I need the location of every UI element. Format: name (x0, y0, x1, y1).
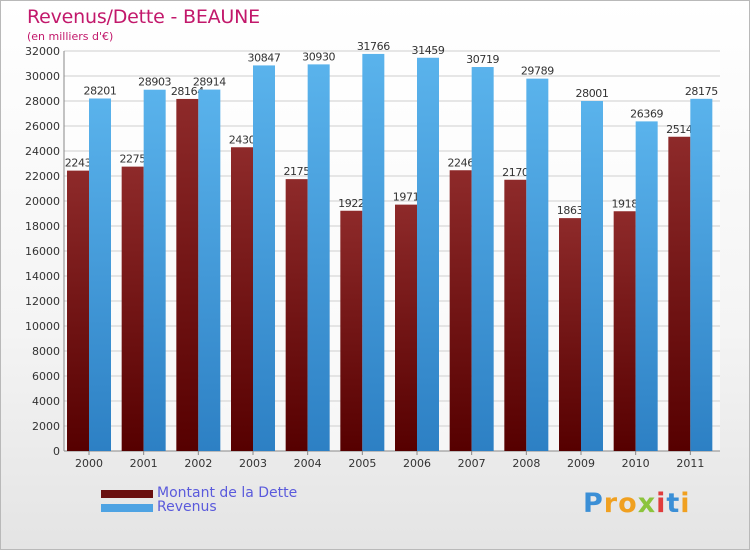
data-label-revenus: 31459 (412, 44, 445, 57)
bar-dette (559, 218, 581, 451)
data-label-dette: 2175 (283, 165, 310, 178)
bar-dette (340, 210, 363, 451)
bar-dette (67, 170, 89, 451)
x-tick-label: 2009 (567, 457, 595, 470)
logo-letter: t (666, 488, 681, 519)
data-label-revenus: 28903 (138, 76, 171, 89)
bar-revenus (471, 67, 494, 451)
data-label-dette: 1922 (338, 197, 364, 210)
y-tick-label: 2000 (32, 420, 60, 433)
data-label-revenus: 31766 (357, 40, 390, 53)
logo-letter: i (680, 488, 691, 519)
y-tick-label: 14000 (25, 270, 60, 283)
data-label-dette: 2246 (447, 156, 474, 169)
bar-revenus (89, 98, 111, 452)
y-tick-label: 6000 (32, 370, 60, 383)
bar-dette (231, 147, 253, 451)
x-tick-label: 2004 (294, 457, 322, 470)
chart-title: Revenus/Dette - BEAUNE (27, 6, 260, 28)
y-tick-label: 8000 (32, 345, 60, 358)
data-label-revenus: 28001 (576, 87, 609, 100)
y-tick-label: 4000 (32, 395, 60, 408)
x-tick-label: 2000 (75, 457, 103, 470)
y-tick-label: 30000 (25, 70, 60, 83)
y-tick-label: 32000 (25, 45, 60, 58)
y-tick-label: 0 (53, 445, 60, 458)
data-label-dette: 1971 (393, 191, 419, 204)
data-label-revenus: 30930 (302, 50, 335, 63)
x-tick-label: 2005 (348, 457, 376, 470)
bar-revenus (417, 57, 439, 451)
x-tick-label: 2008 (512, 457, 540, 470)
y-tick-label: 16000 (25, 245, 60, 258)
bar-dette (121, 166, 144, 451)
logo-letter: r (603, 488, 619, 519)
bar-revenus (362, 53, 385, 452)
y-tick-label: 26000 (25, 120, 60, 133)
bar-dette (395, 204, 417, 451)
legend-label-dette: Montant de la Dette (157, 485, 298, 501)
bar-revenus (307, 64, 330, 451)
legend-swatch-dette (101, 490, 153, 498)
bar-revenus (253, 65, 275, 451)
y-tick-label: 20000 (25, 195, 60, 208)
legend-label-revenus: Revenus (157, 499, 217, 515)
x-tick-label: 2002 (184, 457, 212, 470)
proxiti-logo: Proxiti (583, 488, 691, 519)
y-tick-label: 28000 (25, 95, 60, 108)
logo-letter: x (637, 488, 657, 519)
bar-dette (285, 179, 308, 451)
bar-dette (449, 170, 472, 451)
x-tick-label: 2011 (676, 457, 704, 470)
x-tick-label: 2006 (403, 457, 431, 470)
data-label-dette: 2430 (229, 133, 256, 146)
bar-revenus (690, 98, 713, 451)
logo-letter: P (583, 488, 604, 519)
data-label-revenus: 26369 (630, 107, 663, 120)
data-label-revenus: 28201 (84, 84, 117, 97)
bar-dette (504, 179, 527, 451)
data-label-revenus: 30847 (248, 51, 281, 64)
x-tick-label: 2003 (239, 457, 267, 470)
bar-dette (613, 211, 636, 451)
data-label-dette: 2275 (119, 153, 146, 166)
y-tick-label: 22000 (25, 170, 60, 183)
data-label-dette: 1863 (557, 204, 584, 217)
chart-subtitle: (en milliers d'€) (27, 30, 114, 43)
data-label-dette: 2514 (666, 123, 693, 136)
x-tick-label: 2007 (458, 457, 486, 470)
data-label-revenus: 28175 (685, 85, 718, 98)
bar-revenus (581, 100, 603, 452)
data-label-dette: 2243 (65, 157, 92, 170)
data-label-revenus: 29789 (521, 65, 554, 78)
bar-revenus (635, 121, 658, 451)
data-label-dette: 28164 (171, 85, 204, 98)
data-label-dette: 2170 (502, 166, 529, 179)
x-tick-label: 2010 (622, 457, 650, 470)
bar-dette (668, 136, 691, 451)
data-label-revenus: 30719 (466, 53, 499, 66)
y-tick-label: 18000 (25, 220, 60, 233)
y-tick-label: 10000 (25, 320, 60, 333)
data-label-dette: 1918 (611, 197, 638, 210)
logo-letter: o (618, 488, 638, 519)
bar-revenus (198, 89, 221, 451)
y-tick-label: 24000 (25, 145, 60, 158)
y-tick-label: 12000 (25, 295, 60, 308)
bar-revenus (143, 89, 166, 452)
bar-dette (176, 98, 199, 451)
logo-letter: i (656, 488, 667, 519)
data-label-revenus: 28914 (193, 76, 226, 89)
bar-revenus (526, 78, 549, 451)
x-tick-label: 2001 (130, 457, 158, 470)
legend-swatch-revenus (101, 504, 153, 512)
